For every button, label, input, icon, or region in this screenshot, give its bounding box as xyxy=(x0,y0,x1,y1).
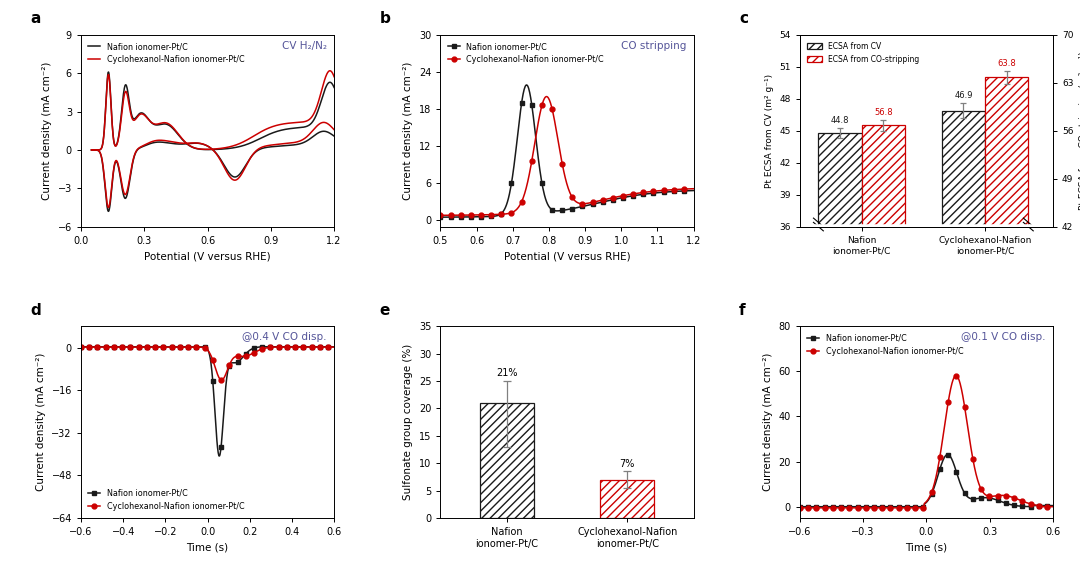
Legend: ECSA from CV, ECSA from CO-stripping: ECSA from CV, ECSA from CO-stripping xyxy=(804,39,922,67)
Nafion ionomer-Pt/C xyxy=(318,128,330,135)
Text: @0.4 V CO disp.: @0.4 V CO disp. xyxy=(242,332,326,342)
Bar xyxy=(600,480,654,518)
X-axis label: Time (s): Time (s) xyxy=(905,542,947,552)
Line: Cyclohexanol-Nafion ionomer-Pt/C: Cyclohexanol-Nafion ionomer-Pt/C xyxy=(92,122,334,207)
Line: Nafion ionomer-Pt/C: Nafion ionomer-Pt/C xyxy=(92,132,334,211)
Text: e: e xyxy=(380,303,390,318)
Nafion ionomer-Pt/C xyxy=(103,208,116,215)
Cyclohexanol-Nafion ionomer-Pt/C xyxy=(327,126,340,133)
Bar xyxy=(942,111,985,226)
Y-axis label: Current density (mA cm⁻²): Current density (mA cm⁻²) xyxy=(36,353,46,491)
Text: @0.1 V CO disp.: @0.1 V CO disp. xyxy=(961,332,1045,342)
Y-axis label: Current density (mA cm⁻²): Current density (mA cm⁻²) xyxy=(762,353,773,491)
Nafion ionomer-Pt/C xyxy=(100,198,113,205)
Text: CV H₂/N₂: CV H₂/N₂ xyxy=(282,41,326,51)
Y-axis label: Pt ECSA from CV (m² g⁻¹): Pt ECSA from CV (m² g⁻¹) xyxy=(765,74,773,188)
Text: d: d xyxy=(30,303,41,318)
X-axis label: Potential (V versus RHE): Potential (V versus RHE) xyxy=(145,251,271,261)
X-axis label: Potential (V versus RHE): Potential (V versus RHE) xyxy=(503,251,631,261)
Nafion ionomer-Pt/C xyxy=(294,140,307,147)
Bar xyxy=(862,125,905,226)
Cyclohexanol-Nafion ionomer-Pt/C xyxy=(240,162,253,169)
Legend: Nafion ionomer-Pt/C, Cyclohexanol-Nafion ionomer-Pt/C: Nafion ionomer-Pt/C, Cyclohexanol-Nafion… xyxy=(85,39,247,68)
Cyclohexanol-Nafion ionomer-Pt/C xyxy=(269,141,282,148)
Nafion ionomer-Pt/C xyxy=(226,173,239,180)
Y-axis label: Current density (mA cm⁻²): Current density (mA cm⁻²) xyxy=(42,62,52,200)
Text: 56.8: 56.8 xyxy=(874,108,892,117)
Text: 7%: 7% xyxy=(620,459,635,469)
X-axis label: Time (s): Time (s) xyxy=(187,542,229,552)
Text: 63.8: 63.8 xyxy=(997,59,1016,68)
Nafion ionomer-Pt/C xyxy=(85,147,98,154)
Cyclohexanol-Nafion ionomer-Pt/C xyxy=(100,195,113,202)
Cyclohexanol-Nafion ionomer-Pt/C xyxy=(226,176,239,183)
Text: f: f xyxy=(739,303,746,318)
Nafion ionomer-Pt/C xyxy=(240,161,253,168)
Text: b: b xyxy=(380,12,391,26)
Bar xyxy=(480,403,534,518)
Cyclohexanol-Nafion ionomer-Pt/C xyxy=(103,204,116,211)
Y-axis label: Current density (mA cm⁻²): Current density (mA cm⁻²) xyxy=(404,62,414,200)
Legend: Nafion ionomer-Pt/C, Cyclohexanol-Nafion ionomer-Pt/C: Nafion ionomer-Pt/C, Cyclohexanol-Nafion… xyxy=(445,39,607,68)
Y-axis label: Sulfonate group coverage (%): Sulfonate group coverage (%) xyxy=(403,344,414,501)
Legend: Nafion ionomer-Pt/C, Cyclohexanol-Nafion ionomer-Pt/C: Nafion ionomer-Pt/C, Cyclohexanol-Nafion… xyxy=(85,485,247,514)
Legend: Nafion ionomer-Pt/C, Cyclohexanol-Nafion ionomer-Pt/C: Nafion ionomer-Pt/C, Cyclohexanol-Nafion… xyxy=(804,331,967,359)
Text: c: c xyxy=(739,12,748,26)
Text: 21%: 21% xyxy=(496,368,517,378)
Text: a: a xyxy=(30,12,41,26)
Cyclohexanol-Nafion ionomer-Pt/C xyxy=(294,137,307,144)
Nafion ionomer-Pt/C xyxy=(327,133,340,140)
Text: 46.9: 46.9 xyxy=(955,91,973,101)
Bar xyxy=(985,77,1028,226)
Text: 44.8: 44.8 xyxy=(831,116,849,125)
Cyclohexanol-Nafion ionomer-Pt/C xyxy=(318,119,330,126)
Text: CO stripping: CO stripping xyxy=(621,41,686,51)
Cyclohexanol-Nafion ionomer-Pt/C xyxy=(232,174,245,181)
Bar xyxy=(819,133,862,226)
Cyclohexanol-Nafion ionomer-Pt/C xyxy=(85,147,98,154)
Nafion ionomer-Pt/C xyxy=(232,171,245,178)
Nafion ionomer-Pt/C xyxy=(269,143,282,150)
